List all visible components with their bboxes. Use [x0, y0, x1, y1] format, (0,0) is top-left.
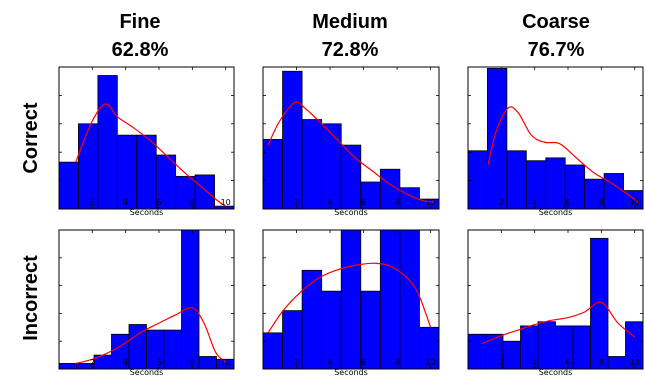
axes-frame: [58, 66, 235, 210]
hist-bar: [340, 229, 362, 370]
kde-curve: [481, 301, 636, 345]
x-tick-label: 4: [123, 358, 128, 367]
axes-frame: [58, 229, 235, 370]
hist-bar: [502, 340, 521, 370]
panel-incorrect-fine: 2 4 6 8 10 Seconds: [58, 229, 235, 377]
x-axis-label: Seconds: [334, 208, 368, 217]
x-tick-label: 4: [328, 198, 333, 207]
x-tick-label: 2: [499, 358, 504, 367]
hist-bar: [282, 70, 303, 210]
x-tick-label: 4: [532, 198, 537, 207]
hist-bar: [545, 157, 566, 210]
hist-bar: [262, 332, 283, 370]
axes-frame: [467, 229, 644, 370]
hist-bar: [78, 123, 99, 210]
hist-bar: [467, 150, 488, 210]
hist-bar: [590, 237, 609, 370]
x-tick-label: 10: [221, 198, 231, 207]
hist-bar: [194, 174, 215, 210]
kde-curve: [75, 307, 227, 365]
x-tick-label: 6: [156, 358, 161, 367]
panel-correct-fine: 2 4 6 8 10 Seconds: [58, 66, 235, 217]
x-tick-label: 8: [599, 198, 604, 207]
hist-bar: [607, 356, 626, 370]
x-axis-label: Seconds: [130, 208, 164, 217]
x-tick-label: 6: [361, 198, 366, 207]
x-tick-label: 2: [90, 198, 95, 207]
hist-bar: [537, 321, 556, 370]
hist-bar: [572, 325, 591, 370]
hist-bar: [301, 269, 323, 370]
hist-bar: [301, 119, 323, 210]
hist-bar: [58, 363, 77, 370]
hist-bar: [136, 134, 157, 210]
x-axis-label: Seconds: [130, 368, 164, 377]
kde-curve: [267, 101, 435, 203]
x-tick-label: 10: [426, 358, 436, 367]
x-tick-label: 6: [156, 198, 161, 207]
x-tick-label: 4: [532, 358, 537, 367]
hist-bar: [58, 161, 79, 210]
x-tick-label: 8: [599, 358, 604, 367]
col-title-fine: Fine: [119, 11, 160, 33]
kde-curve: [487, 106, 641, 204]
hist-bar: [379, 229, 401, 370]
panel-correct-coarse: 2 4 6 8 10 Seconds: [467, 66, 644, 217]
x-tick-label: 10: [630, 198, 640, 207]
hist-bar: [181, 229, 200, 370]
x-tick-label: 6: [565, 198, 570, 207]
kde-curve: [267, 262, 432, 334]
col-title-medium: Medium: [312, 11, 388, 33]
hist-bar: [399, 229, 420, 370]
hist-bar: [487, 68, 508, 210]
x-axis-label: Seconds: [334, 368, 368, 377]
hist-bar: [467, 333, 486, 370]
hist-bar: [97, 75, 118, 210]
axes-frame: [262, 66, 440, 210]
x-tick-label: 6: [565, 358, 570, 367]
x-tick-label: 2: [294, 358, 299, 367]
kde-curve: [75, 103, 227, 207]
x-tick-label: 10: [426, 198, 436, 207]
hist-bar: [603, 173, 624, 210]
x-tick-label: 2: [294, 198, 299, 207]
x-tick-label: 8: [395, 198, 400, 207]
col-accuracy-coarse: 76.7%: [528, 39, 585, 61]
hist-bar: [262, 139, 283, 210]
row-title-correct: Correct: [20, 102, 42, 173]
axes-frame: [467, 66, 644, 210]
x-tick-label: 6: [361, 358, 366, 367]
x-tick-label: 8: [190, 198, 195, 207]
hist-bar: [321, 123, 342, 210]
x-tick-label: 2: [499, 198, 504, 207]
x-tick-label: 10: [221, 358, 231, 367]
x-tick-label: 8: [395, 358, 400, 367]
hist-bar: [282, 310, 303, 370]
panel-incorrect-medium: 2 4 6 8 10 Seconds: [262, 229, 440, 377]
col-title-coarse: Coarse: [522, 11, 590, 33]
x-tick-label: 10: [630, 358, 640, 367]
panel-correct-medium: 2 4 6 8 10 Seconds: [262, 66, 440, 217]
x-axis-label: Seconds: [539, 368, 573, 377]
col-accuracy-fine: 62.8%: [112, 39, 169, 61]
x-tick-label: 4: [328, 358, 333, 367]
row-title-incorrect: Incorrect: [20, 255, 42, 341]
x-axis-label: Seconds: [539, 208, 573, 217]
hist-bar: [198, 356, 217, 370]
hist-bar: [163, 329, 182, 370]
x-tick-label: 2: [90, 358, 95, 367]
panel-incorrect-coarse: 2 4 6 8 10 Seconds: [467, 229, 644, 377]
col-accuracy-medium: 72.8%: [322, 39, 379, 61]
x-tick-label: 4: [123, 198, 128, 207]
hist-bar: [506, 150, 527, 210]
axes-frame: [262, 229, 440, 370]
x-tick-label: 8: [190, 358, 195, 367]
